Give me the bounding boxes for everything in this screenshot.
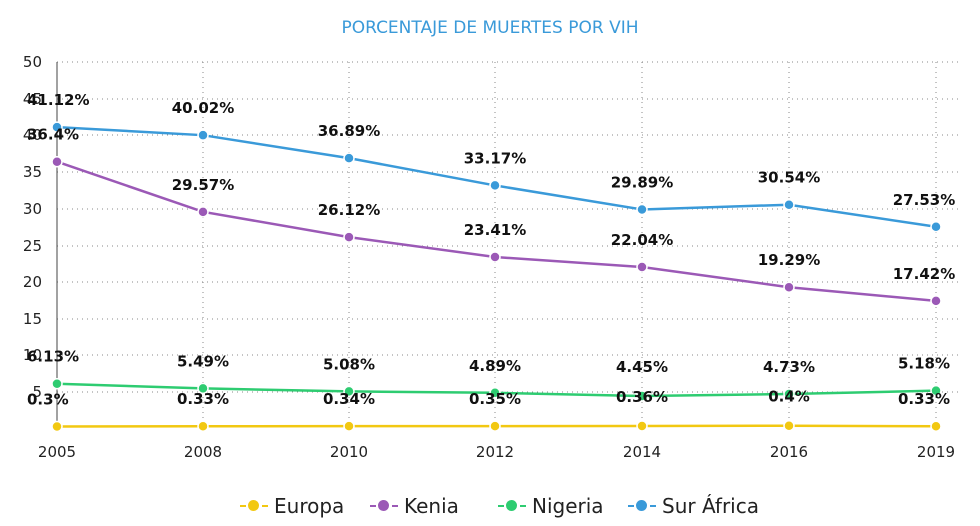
data-label-kenia: 23.41%	[464, 221, 526, 239]
y-tick-label: 15	[23, 310, 42, 328]
data-point-nigeria[interactable]	[489, 387, 501, 399]
axis-layer: 50 45 40 35 30 25 20 15 10 5 2005 2008 2010 2012 2014 2…	[23, 53, 955, 461]
data-label-nigeria: 4.73%	[763, 358, 815, 376]
data-point-kenia[interactable]	[636, 261, 648, 273]
y-tick-label: 40	[23, 126, 42, 144]
data-label-europa: 0.4%	[768, 388, 810, 406]
legend-swatch-sur-africa	[628, 496, 656, 516]
x-tick-label: 2010	[330, 443, 368, 461]
data-point-sur-africa[interactable]	[51, 121, 63, 133]
chart-title: PORCENTAJE DE MUERTES POR VIH	[341, 18, 639, 38]
data-label-nigeria: 4.45%	[616, 358, 668, 376]
x-tick-label: 2012	[476, 443, 514, 461]
legend-swatch-nigeria	[498, 496, 526, 516]
data-point-kenia[interactable]	[197, 206, 209, 218]
data-label-europa: 0.36%	[616, 388, 668, 406]
data-label-kenia: 22.04%	[611, 231, 673, 249]
legend: Europa Kenia Nigeria Sur África	[0, 494, 980, 522]
data-label-kenia: 26.12%	[318, 201, 380, 219]
data-label-europa: 0.33%	[898, 390, 950, 408]
data-point-kenia[interactable]	[930, 295, 942, 307]
y-tick-label: 45	[23, 90, 42, 108]
data-label-europa: 0.35%	[469, 390, 521, 408]
legend-item-sur-africa[interactable]: Sur África	[628, 494, 759, 518]
data-label-kenia: 17.42%	[893, 265, 955, 283]
legend-item-kenia[interactable]: Kenia	[370, 494, 459, 518]
data-label-europa: 0.33%	[177, 390, 229, 408]
data-label-sur-africa: 27.53%	[893, 191, 955, 209]
data-point-sur-africa[interactable]	[343, 152, 355, 164]
data-label-kenia: 36.4%	[27, 126, 79, 144]
data-point-kenia[interactable]	[489, 251, 501, 263]
data-point-nigeria[interactable]	[636, 390, 648, 402]
data-point-europa[interactable]	[930, 420, 942, 432]
data-point-europa[interactable]	[51, 420, 63, 433]
data-label-kenia: 29.57%	[172, 176, 234, 194]
data-label-layer: 0.3% 0.33% 0.34% 0.35% 0.36% 0.4% 0.33% 36.4% 29…	[27, 91, 955, 408]
legend-swatch-europa	[240, 496, 268, 516]
data-point-sur-africa[interactable]	[783, 198, 795, 211]
data-point-nigeria[interactable]	[783, 388, 795, 400]
data-point-kenia[interactable]	[51, 155, 63, 168]
data-point-europa[interactable]	[343, 420, 355, 432]
data-point-europa[interactable]	[783, 419, 795, 432]
x-tick-label: 2019	[917, 443, 955, 461]
y-tick-label: 30	[23, 200, 42, 218]
legend-label-sur-africa: Sur África	[662, 494, 759, 518]
data-point-kenia[interactable]	[783, 281, 795, 293]
data-label-kenia: 19.29%	[758, 251, 820, 269]
data-label-sur-africa: 29.89%	[611, 173, 673, 191]
data-label-sur-africa: 41.12%	[27, 91, 89, 109]
data-point-sur-africa[interactable]	[636, 203, 648, 216]
y-tick-label: 5	[32, 383, 42, 401]
legend-label-nigeria: Nigeria	[532, 494, 604, 518]
data-point-sur-africa[interactable]	[489, 179, 501, 192]
legend-label-kenia: Kenia	[404, 494, 459, 518]
data-point-kenia[interactable]	[343, 231, 355, 243]
y-tick-label: 50	[23, 53, 42, 71]
data-label-nigeria: 4.89%	[469, 357, 521, 375]
data-label-nigeria: 5.18%	[898, 355, 950, 373]
data-label-sur-africa: 40.02%	[172, 99, 234, 117]
y-tick-label: 35	[23, 163, 42, 181]
data-point-nigeria[interactable]	[197, 382, 209, 395]
data-label-europa: 0.34%	[323, 390, 375, 408]
x-tick-label: 2016	[770, 443, 808, 461]
data-point-europa[interactable]	[197, 420, 209, 432]
x-tick-label: 2005	[38, 443, 76, 461]
data-point-nigeria[interactable]	[51, 377, 63, 390]
y-tick-label: 10	[23, 346, 42, 364]
data-label-nigeria: 6.13%	[27, 348, 79, 366]
y-tick-label: 25	[23, 237, 42, 255]
legend-item-nigeria[interactable]: Nigeria	[498, 494, 604, 518]
data-point-sur-africa[interactable]	[197, 129, 209, 141]
legend-item-europa[interactable]: Europa	[240, 494, 344, 518]
series-layer	[51, 121, 942, 433]
x-tick-label: 2014	[623, 443, 661, 461]
data-point-nigeria[interactable]	[343, 385, 355, 398]
data-label-sur-africa: 36.89%	[318, 122, 380, 140]
data-point-nigeria[interactable]	[930, 384, 942, 397]
data-label-sur-africa: 33.17%	[464, 149, 526, 167]
data-label-europa: 0.3%	[27, 390, 69, 408]
x-tick-label: 2008	[184, 443, 222, 461]
data-point-sur-africa[interactable]	[930, 221, 942, 233]
data-point-europa[interactable]	[636, 420, 648, 432]
data-point-europa[interactable]	[489, 420, 501, 432]
legend-label-europa: Europa	[274, 494, 345, 518]
y-tick-label: 20	[23, 273, 42, 291]
legend-swatch-kenia	[370, 496, 398, 516]
data-label-sur-africa: 30.54%	[758, 169, 820, 187]
data-label-nigeria: 5.08%	[323, 355, 375, 373]
data-label-nigeria: 5.49%	[177, 352, 229, 370]
